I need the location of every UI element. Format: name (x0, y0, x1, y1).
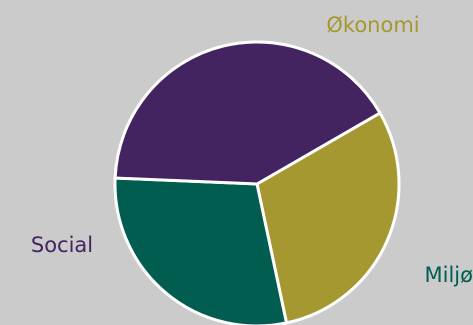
pie-slices (113, 40, 401, 325)
pie-slice-social (113, 40, 382, 186)
pie-label-okonomi: Økonomi (326, 13, 419, 37)
pie-label-social: Social (31, 233, 93, 257)
pie-slice-miljo (113, 176, 289, 325)
pie-slice-okonomi (255, 111, 401, 325)
pie-labels: Økonomi Miljø Social (31, 13, 473, 287)
pie-label-miljo: Miljø (425, 263, 473, 287)
